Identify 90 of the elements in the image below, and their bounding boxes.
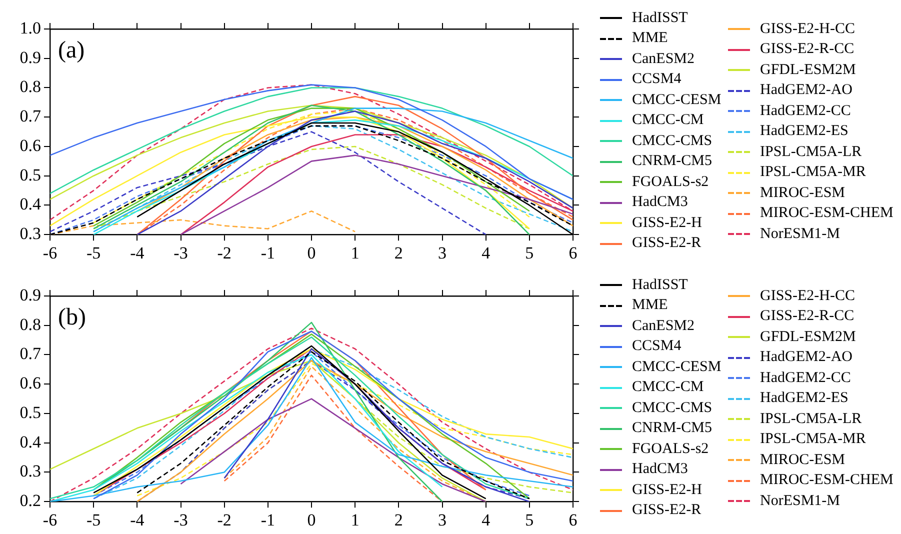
legend-label: GISS-E2-H — [632, 482, 702, 499]
legend-label: CCSM4 — [632, 338, 682, 356]
legend-label: HadGEM2-CC — [760, 102, 851, 120]
x-tick-label: -2 — [217, 243, 232, 262]
legend-label: IPSL-CM5A-LR — [760, 410, 862, 428]
x-tick-label: 3 — [438, 243, 446, 262]
x-tick-label: 0 — [307, 510, 316, 530]
legend-label: MME — [632, 30, 668, 48]
legend-label: CanESM2 — [632, 318, 695, 335]
y-tick-label: 0.8 — [20, 314, 41, 334]
x-tick-label: 4 — [482, 243, 491, 262]
chart-title: (a) — [58, 37, 85, 64]
y-tick-label: 0.8 — [20, 77, 41, 96]
y-tick-label: 0.7 — [20, 106, 42, 126]
legend-label: HadGEM2-CC — [760, 370, 851, 387]
legend-label: FGOALS-s2 — [632, 174, 709, 191]
x-tick-label: 2 — [394, 510, 403, 530]
legend-label: GISS-E2-R — [632, 502, 702, 520]
legend-label: NorESM1-M — [760, 492, 840, 510]
x-tick-label: 1 — [350, 510, 360, 530]
legend-label: NorESM1-M — [760, 226, 840, 243]
legend-label: MIROC-ESM — [760, 452, 846, 469]
x-tick-label: 1 — [350, 243, 360, 262]
y-tick-label: 0.2 — [20, 491, 41, 510]
legend-label: HadISST — [632, 10, 688, 27]
legend-label: GFDL-ESM2M — [760, 328, 856, 346]
x-tick-label: 6 — [568, 510, 578, 530]
x-tick-label: 0 — [307, 243, 316, 262]
legend-label: HadGEM2-ES — [760, 390, 848, 408]
y-tick-label: 0.5 — [20, 165, 41, 184]
legend-label: GISS-E2-H — [632, 214, 702, 232]
x-tick-label: -1 — [260, 510, 276, 530]
legend-label: HadISST — [632, 276, 688, 294]
legend-label: IPSL-CM5A-MR — [760, 164, 866, 182]
legend-label: GFDL-ESM2M — [760, 62, 856, 79]
legend-label: IPSL-CM5A-MR — [760, 431, 866, 448]
legend-label: HadGEM2-AO — [760, 82, 852, 100]
legend-label: GISS-E2-R — [632, 235, 702, 252]
x-tick-label: -2 — [217, 510, 232, 530]
legend-label: CMCC-CM — [632, 112, 704, 130]
y-tick-label: 0.9 — [20, 285, 41, 304]
x-tick-label: -4 — [130, 243, 145, 262]
legend-label: CNRM-CM5 — [632, 420, 712, 438]
legend-label: GISS-E2-R-CC — [760, 41, 854, 58]
legend-label: HadCM3 — [632, 461, 688, 478]
legend-label: MIROC-ESM-CHEM — [760, 472, 894, 490]
legend-label: GISS-E2-H-CC — [760, 20, 856, 38]
legend-label: MME — [632, 297, 668, 314]
y-tick-label: 0.3 — [20, 462, 41, 481]
x-tick-label: -5 — [86, 243, 101, 262]
y-tick-label: 0.3 — [20, 224, 41, 244]
chart-title: (b) — [58, 304, 86, 330]
legend-label: CMCC-CMS — [632, 400, 712, 417]
legend-label: GISS-E2-R-CC — [760, 308, 854, 326]
x-tick-label: -1 — [260, 243, 276, 262]
y-tick-label: 0.6 — [20, 374, 41, 393]
legend-label: HadCM3 — [632, 194, 688, 212]
y-tick-label: 0.5 — [20, 402, 41, 422]
y-tick-label: 1.0 — [20, 18, 41, 38]
legend-label: CNRM-CM5 — [632, 153, 712, 170]
x-tick-label: -5 — [86, 510, 101, 530]
legend-label: FGOALS-s2 — [632, 440, 709, 458]
legend-label: HadGEM2-ES — [760, 123, 848, 140]
legend-label: CCSM4 — [632, 71, 682, 88]
legend-label: CMCC-CESM — [632, 92, 722, 109]
y-tick-label: 0.4 — [20, 194, 42, 214]
y-tick-label: 0.4 — [20, 432, 42, 452]
x-tick-label: -3 — [174, 510, 188, 530]
y-tick-label: 0.6 — [20, 136, 41, 155]
x-tick-label: 5 — [525, 243, 534, 262]
x-tick-label: 4 — [482, 510, 491, 530]
x-tick-label: -6 — [42, 243, 58, 262]
x-tick-label: -4 — [130, 510, 145, 530]
x-tick-label: -6 — [42, 510, 58, 530]
legend-label: IPSL-CM5A-LR — [760, 144, 862, 161]
x-tick-label: 6 — [568, 243, 578, 262]
x-tick-label: -3 — [174, 243, 188, 262]
legend-label: CMCC-CM — [632, 379, 704, 396]
x-tick-label: 3 — [438, 510, 446, 530]
legend-label: HadGEM2-AO — [760, 349, 852, 366]
x-tick-label: 5 — [525, 510, 534, 530]
y-tick-label: 0.9 — [20, 48, 41, 67]
legend-label: MIROC-ESM-CHEM — [760, 205, 894, 222]
x-tick-label: 2 — [394, 243, 403, 262]
legend-label: CMCC-CESM — [632, 358, 722, 376]
y-tick-label: 0.7 — [20, 344, 42, 364]
legend-label: MIROC-ESM — [760, 184, 846, 202]
legend-label: CMCC-CMS — [632, 132, 712, 150]
legend-label: GISS-E2-H-CC — [760, 288, 856, 305]
legend-label: CanESM2 — [632, 50, 695, 68]
